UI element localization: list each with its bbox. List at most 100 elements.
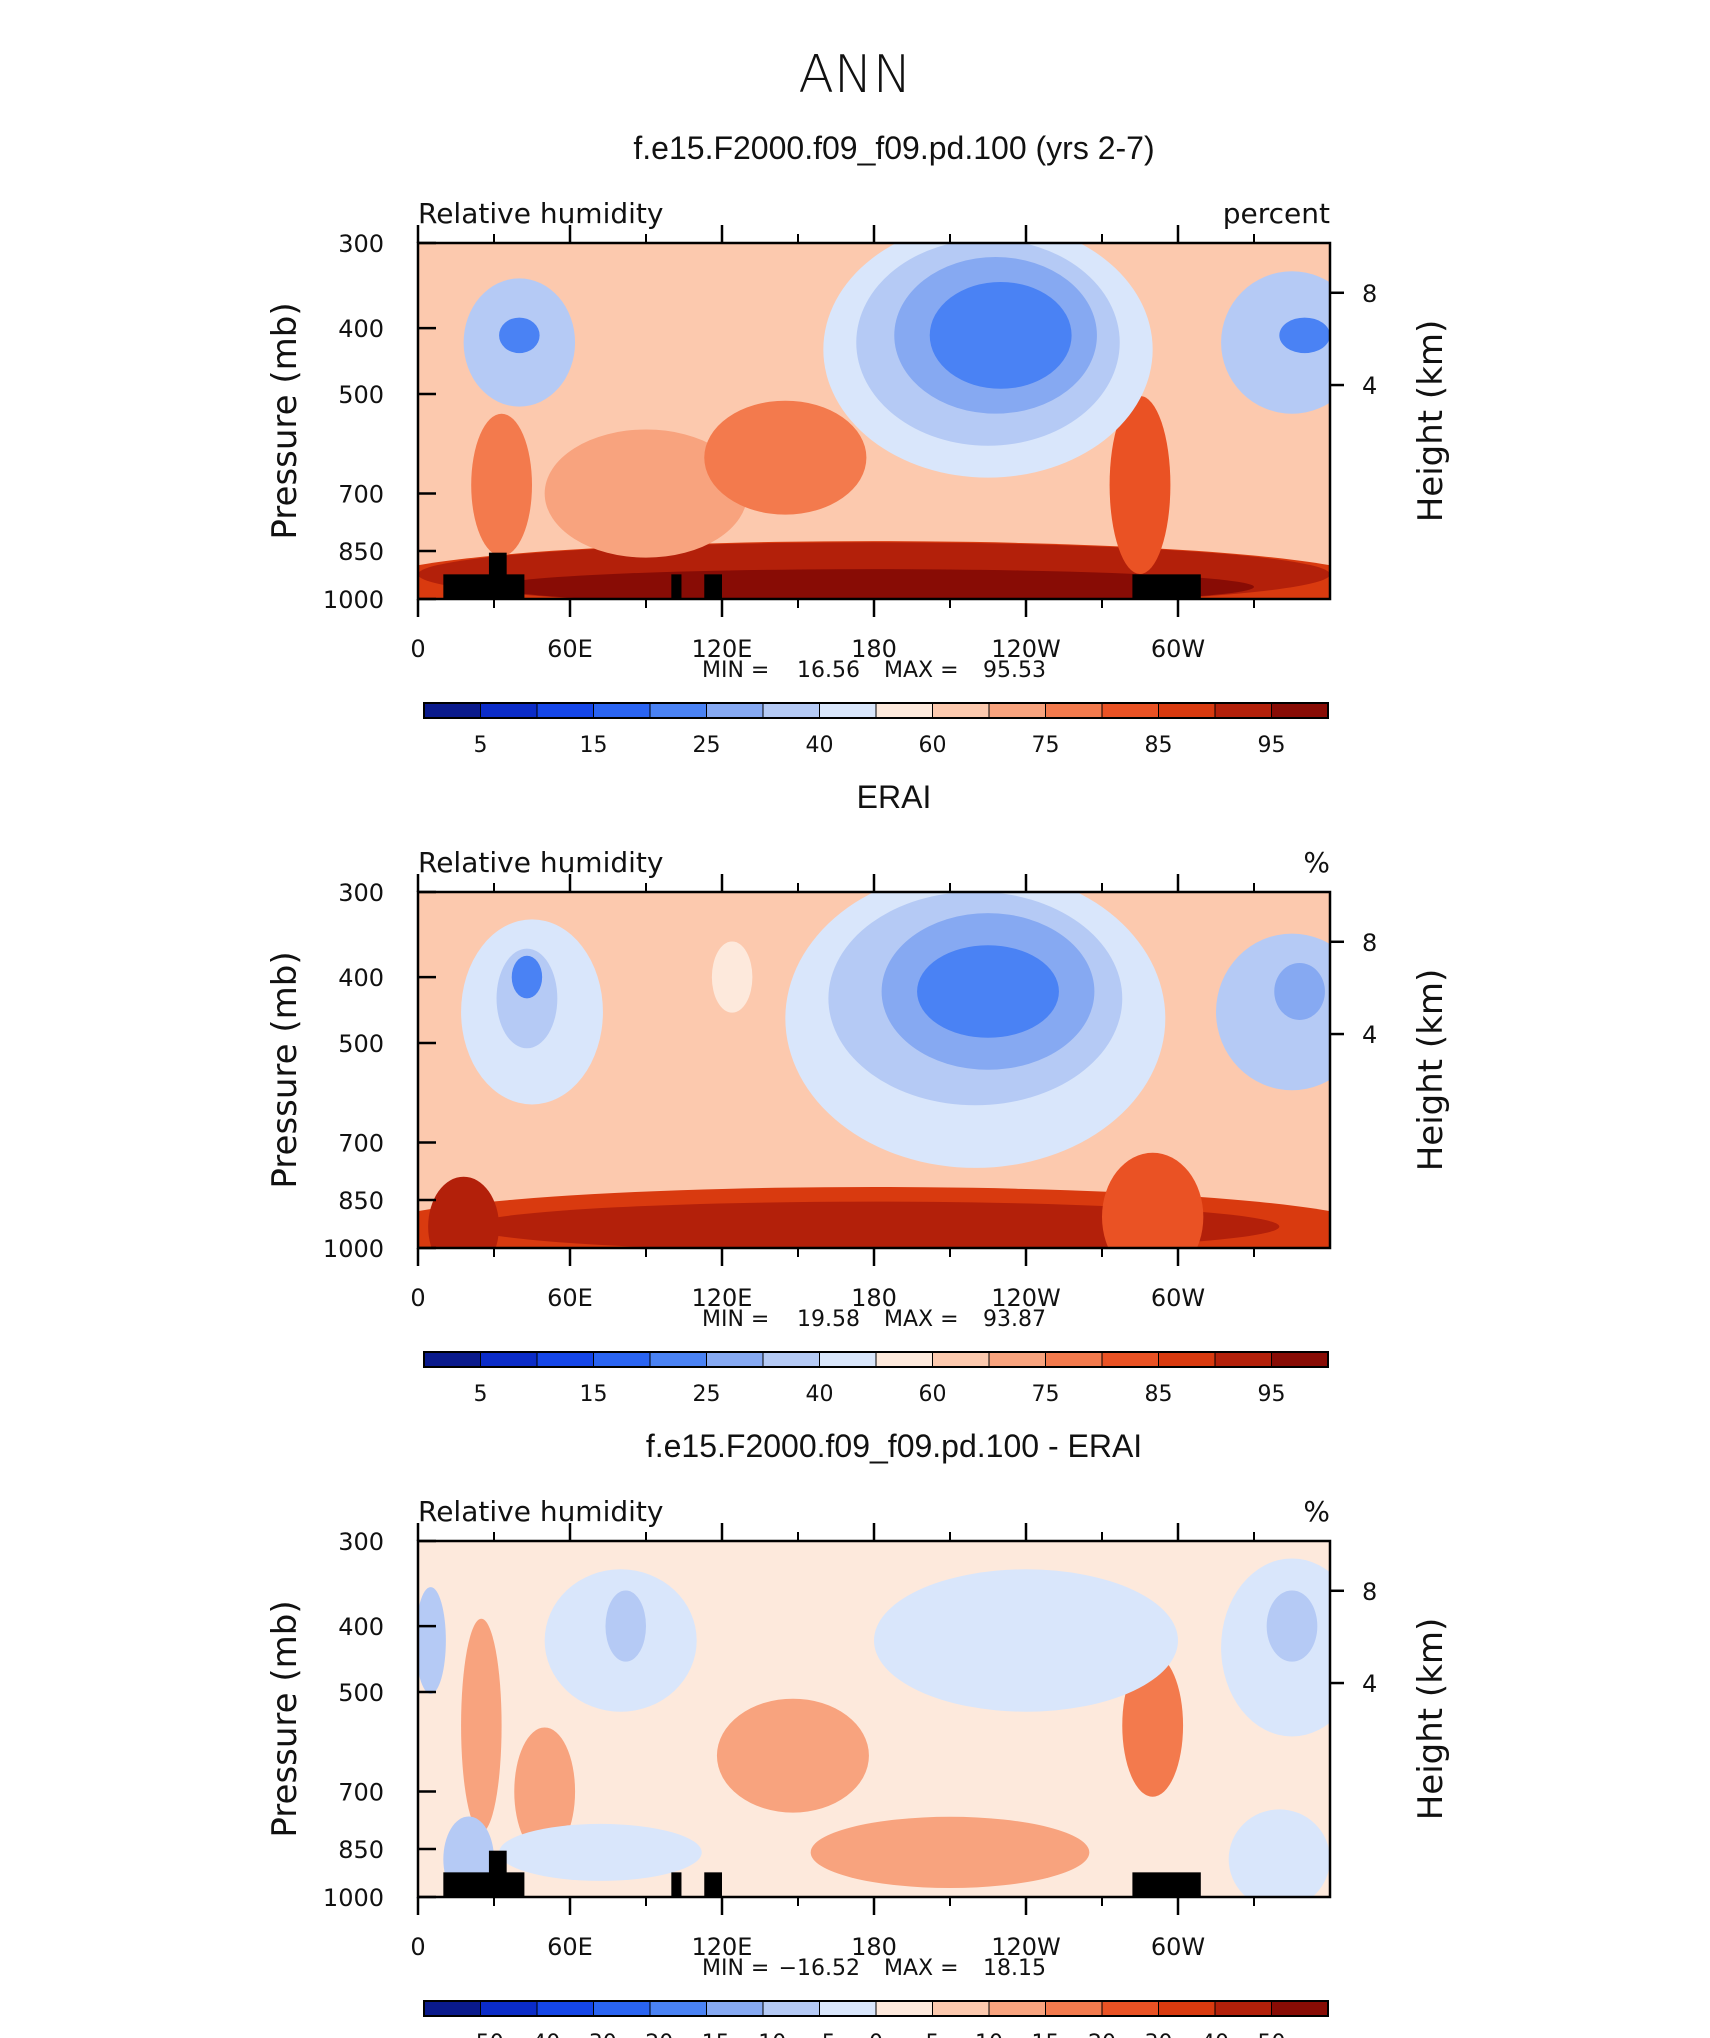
- contour-region: [704, 400, 867, 515]
- y-tick-label: 850: [338, 538, 384, 566]
- x-tick-label: 0: [410, 635, 425, 663]
- y-right-tick-label: 4: [1362, 1670, 1377, 1698]
- x-tick-label: 60E: [547, 1284, 593, 1312]
- contour-region: [1122, 1654, 1184, 1797]
- field: [418, 243, 1330, 599]
- y-tick-label: 850: [338, 1836, 384, 1864]
- x-tick-label: 180: [851, 635, 897, 663]
- y-right-tick-label: 8: [1362, 929, 1377, 957]
- colorbar-swatch: [988, 1351, 1046, 1368]
- contour-region: [1221, 271, 1330, 414]
- colorbar-label: 10: [975, 2031, 1003, 2038]
- colorbar-label: 85: [1145, 733, 1173, 758]
- x-tick-label: 120E: [692, 1933, 753, 1961]
- colorbar-swatch: [932, 702, 990, 719]
- x-tick-label: 180: [851, 1284, 897, 1312]
- y-axis-label-right: Height (km): [1411, 320, 1451, 523]
- field: [418, 892, 1330, 1248]
- colorbar-swatch: [1271, 1351, 1329, 1368]
- colorbar-label: 30: [1145, 2031, 1173, 2038]
- min-label: MIN =: [702, 658, 769, 683]
- contour-region: [810, 1816, 1090, 1889]
- units-label: %: [1303, 846, 1330, 879]
- units-label: percent: [1223, 197, 1330, 230]
- contour-region: [1266, 1590, 1318, 1662]
- colorbar-label: 60: [919, 733, 947, 758]
- min-value: −16.52: [779, 1956, 860, 1981]
- contour-region: [496, 948, 558, 1049]
- contour-region: [428, 1176, 500, 1248]
- contour-region: [544, 429, 748, 558]
- variable-label: Relative humidity: [418, 197, 663, 230]
- colorbar-label: 15: [580, 733, 608, 758]
- contour-region: [929, 281, 1072, 389]
- contour-region: [1228, 1809, 1330, 1897]
- y-tick-label: 700: [338, 481, 384, 509]
- colorbar-swatch: [1045, 2000, 1103, 2017]
- colorbar-label: 95: [1258, 733, 1286, 758]
- colorbar-label: −40: [514, 2031, 560, 2038]
- colorbar-label: 85: [1145, 1382, 1173, 1407]
- y-right-tick-label: 4: [1362, 372, 1377, 400]
- max-label: MAX =: [884, 658, 959, 683]
- colorbar-label: 40: [1201, 2031, 1229, 2038]
- y-right-tick-label: 8: [1362, 1578, 1377, 1606]
- y-tick-label: 700: [338, 1779, 384, 1807]
- colorbar-label: 40: [806, 733, 834, 758]
- colorbar-swatch: [988, 702, 1046, 719]
- colorbar-swatch: [819, 2000, 877, 2017]
- colorbar-swatch: [932, 1351, 990, 1368]
- colorbar-swatch: [875, 1351, 933, 1368]
- x-tick-label: 120W: [991, 635, 1061, 663]
- colorbar-label: 15: [1032, 2031, 1060, 2038]
- y-tick-label: 700: [338, 1130, 384, 1158]
- colorbar-swatch: [423, 702, 481, 719]
- colorbar-label: 75: [1032, 1382, 1060, 1407]
- colorbar-swatch: [1045, 1351, 1103, 1368]
- colorbar-label: 25: [693, 733, 721, 758]
- colorbar-swatch: [1271, 702, 1329, 719]
- y-tick-label: 400: [338, 315, 384, 343]
- x-tick-label: 60W: [1151, 1284, 1205, 1312]
- y-tick-label: 500: [338, 1679, 384, 1707]
- x-tick-label: 60E: [547, 635, 593, 663]
- colorbar-swatch: [1158, 1351, 1216, 1368]
- colorbar-label: −20: [627, 2031, 673, 2038]
- colorbar-swatch: [875, 2000, 933, 2017]
- topography-mask: [671, 1872, 682, 1897]
- contour-region: [874, 1569, 1178, 1712]
- y-axis-label-right: Height (km): [1411, 1618, 1451, 1821]
- max-label: MAX =: [884, 1956, 959, 1981]
- contour-region: [418, 1587, 446, 1694]
- colorbar-swatch: [1045, 702, 1103, 719]
- min-label: MIN =: [702, 1307, 769, 1332]
- contour-region: [494, 569, 1254, 599]
- contour-region: [1274, 963, 1325, 1020]
- topography-mask: [1132, 1872, 1201, 1897]
- variable-label: Relative humidity: [418, 846, 663, 879]
- max-value: 95.53: [983, 658, 1046, 683]
- field: [418, 1541, 1330, 1897]
- colorbar-swatch: [988, 2000, 1046, 2017]
- contour-region: [499, 1823, 702, 1881]
- colorbar-swatch: [649, 1351, 707, 1368]
- colorbar-label: 20: [1088, 2031, 1116, 2038]
- colorbar-label: −50: [457, 2031, 503, 2038]
- y-axis-label: Pressure (mb): [265, 951, 305, 1188]
- contour-region: [461, 1618, 502, 1833]
- y-tick-label: 300: [338, 230, 384, 258]
- contour-region: [514, 1727, 576, 1856]
- y-tick-label: 300: [338, 879, 384, 907]
- colorbar-label: 50: [1258, 2031, 1286, 2038]
- colorbar-label: 5: [926, 2031, 940, 2038]
- colorbar-label: −10: [740, 2031, 786, 2038]
- figure-title: ANN: [798, 45, 911, 105]
- colorbar-label: 0: [869, 2031, 883, 2038]
- x-tick-label: 60W: [1151, 635, 1205, 663]
- colorbar-swatch: [1158, 2000, 1216, 2017]
- colorbar-swatch: [1101, 1351, 1159, 1368]
- colorbar-swatch: [480, 702, 538, 719]
- colorbar-swatch: [875, 702, 933, 719]
- contour-region: [499, 317, 540, 354]
